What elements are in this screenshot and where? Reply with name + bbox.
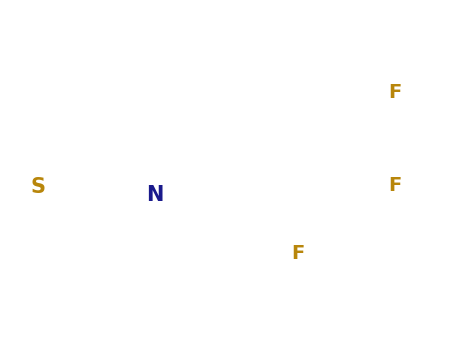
Text: S: S — [30, 177, 46, 197]
Text: N: N — [147, 185, 164, 205]
Text: F: F — [388, 175, 401, 195]
Text: F: F — [388, 84, 401, 103]
Text: F: F — [291, 244, 305, 263]
